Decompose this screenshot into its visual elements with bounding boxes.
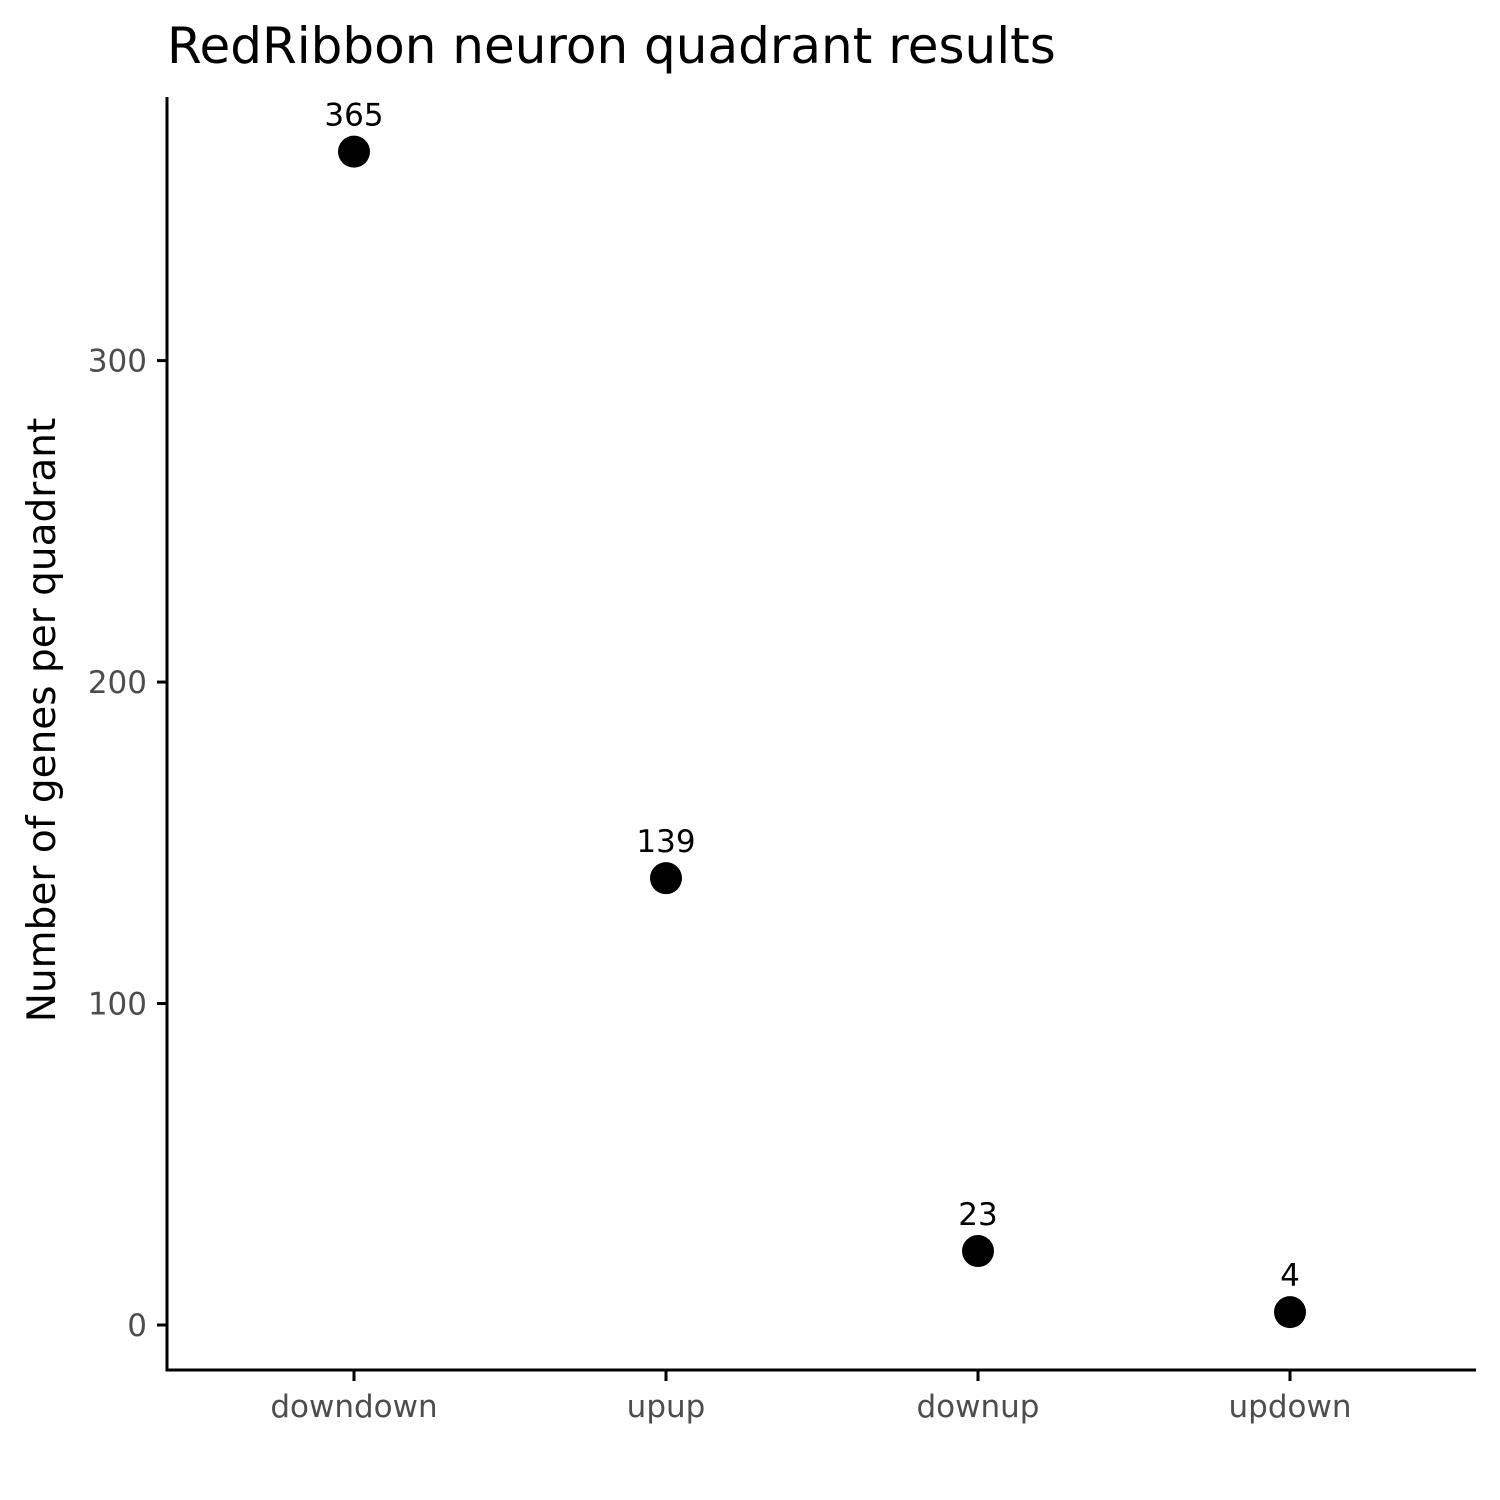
- data-point: [1274, 1296, 1306, 1329]
- y-tick-label: 200: [88, 665, 147, 701]
- x-tick-label: downup: [917, 1389, 1040, 1425]
- y-tick-label: 300: [88, 344, 147, 380]
- x-ticks: downdown upup downup updown: [270, 1370, 1351, 1425]
- data-label: 23: [958, 1197, 997, 1233]
- data-point: [338, 135, 370, 168]
- data-points: [338, 135, 1306, 1329]
- chart-title: RedRibbon neuron quadrant results: [167, 17, 1056, 75]
- y-tick-label: 100: [88, 987, 147, 1023]
- data-point: [962, 1235, 994, 1268]
- y-axis-title: Number of genes per quadrant: [20, 418, 65, 1022]
- x-tick-label: downdown: [270, 1389, 437, 1425]
- data-label: 4: [1280, 1258, 1300, 1294]
- data-label: 365: [324, 98, 383, 134]
- data-label: 139: [636, 824, 695, 860]
- y-tick-label: 0: [127, 1308, 147, 1344]
- x-tick-label: updown: [1229, 1389, 1352, 1425]
- y-ticks: 0 100 200 300: [88, 344, 167, 1344]
- x-tick-label: upup: [627, 1389, 706, 1425]
- y-axis-title-group: Number of genes per quadrant: [20, 418, 65, 1022]
- data-labels: 365 139 23 4: [324, 98, 1299, 1294]
- data-point: [650, 862, 682, 895]
